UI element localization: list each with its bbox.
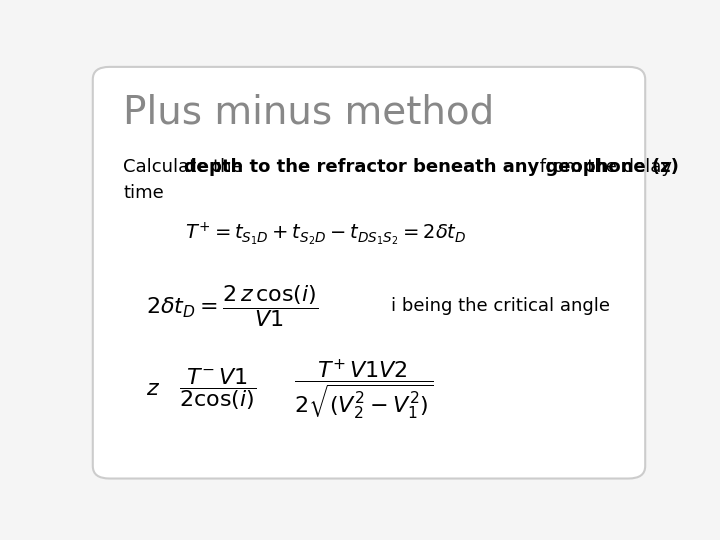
Text: time: time (124, 184, 164, 202)
Text: $2\delta t_D = \dfrac{2\,z\,\cos(i)}{V1}$: $2\delta t_D = \dfrac{2\,z\,\cos(i)}{V1}… (145, 283, 318, 329)
Text: depth to the refractor beneath any geophone (z): depth to the refractor beneath any geoph… (184, 158, 679, 177)
Text: i being the critical angle: i being the critical angle (392, 297, 611, 315)
Text: Plus minus method: Plus minus method (124, 94, 495, 132)
Text: from the delay: from the delay (534, 158, 672, 177)
Text: $\dfrac{T^{+}\,V1V2}{2\sqrt{(V_2^2 - V_1^2)}}$: $\dfrac{T^{+}\,V1V2}{2\sqrt{(V_2^2 - V_1… (294, 357, 433, 421)
Text: $T^{+} = t_{S_1D} + t_{S_2D} - t_{DS_1S_2} = 2\delta t_D$: $T^{+} = t_{S_1D} + t_{S_2D} - t_{DS_1S_… (185, 220, 467, 247)
Text: Calculate the: Calculate the (124, 158, 249, 177)
Text: $\dfrac{T^{-}\,V1}{2\cos(i)}$: $\dfrac{T^{-}\,V1}{2\cos(i)}$ (179, 366, 256, 412)
FancyBboxPatch shape (93, 67, 645, 478)
Text: $z$: $z$ (145, 379, 160, 399)
